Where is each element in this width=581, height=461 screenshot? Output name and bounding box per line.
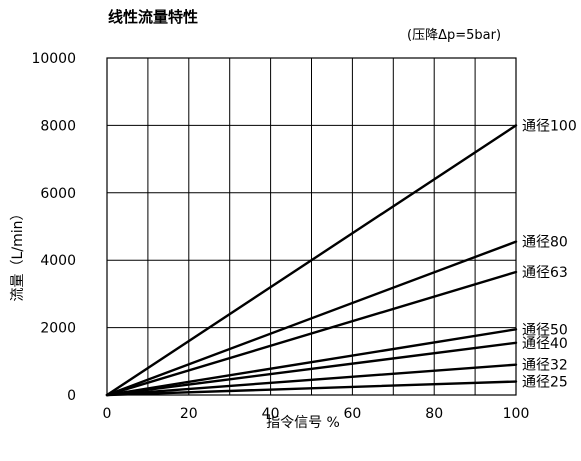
x-tick-label: 20 — [180, 406, 198, 422]
series-line — [105, 341, 518, 397]
x-tick-label: 100 — [503, 406, 530, 422]
grid — [106, 57, 517, 396]
x-tick-label: 0 — [103, 406, 112, 422]
series-label: 通径80 — [522, 235, 568, 251]
series-label: 通径63 — [522, 265, 568, 281]
y-tick-label: 0 — [67, 388, 76, 404]
y-tick-label: 10000 — [31, 51, 76, 67]
x-tick-label: 60 — [343, 406, 361, 422]
tick-labels: 0 20 40 60 80 100 0 2000 4000 6000 8000 10000 — [31, 51, 529, 422]
chart-subtitle: (压降Δp=5bar) — [407, 28, 501, 43]
y-tick-label: 8000 — [40, 118, 76, 134]
series-line — [105, 240, 518, 397]
plot-frame — [106, 57, 517, 396]
series-label: 通径40 — [522, 336, 568, 352]
y-tick-label: 2000 — [40, 321, 76, 337]
series-line — [105, 124, 518, 397]
y-axis-label: 流量（L/min） — [10, 207, 26, 302]
plot-border — [106, 57, 517, 396]
series-label: 通径32 — [522, 358, 568, 374]
series-label: 通径50 — [522, 322, 568, 338]
series-line — [105, 380, 518, 397]
y-tick-label: 6000 — [40, 186, 76, 202]
x-axis-label: 指令信号 % — [266, 415, 340, 431]
series-line — [105, 270, 518, 397]
series-line — [105, 328, 518, 397]
series-line — [105, 363, 518, 397]
series-lines — [105, 124, 518, 397]
chart-title: 线性流量特性 — [108, 8, 198, 26]
x-tick-label: 80 — [425, 406, 443, 422]
y-tick-label: 4000 — [40, 253, 76, 269]
series-label: 通径100 — [522, 118, 577, 134]
x-tick-label: 40 — [262, 406, 280, 422]
series-label: 通径25 — [522, 375, 568, 391]
